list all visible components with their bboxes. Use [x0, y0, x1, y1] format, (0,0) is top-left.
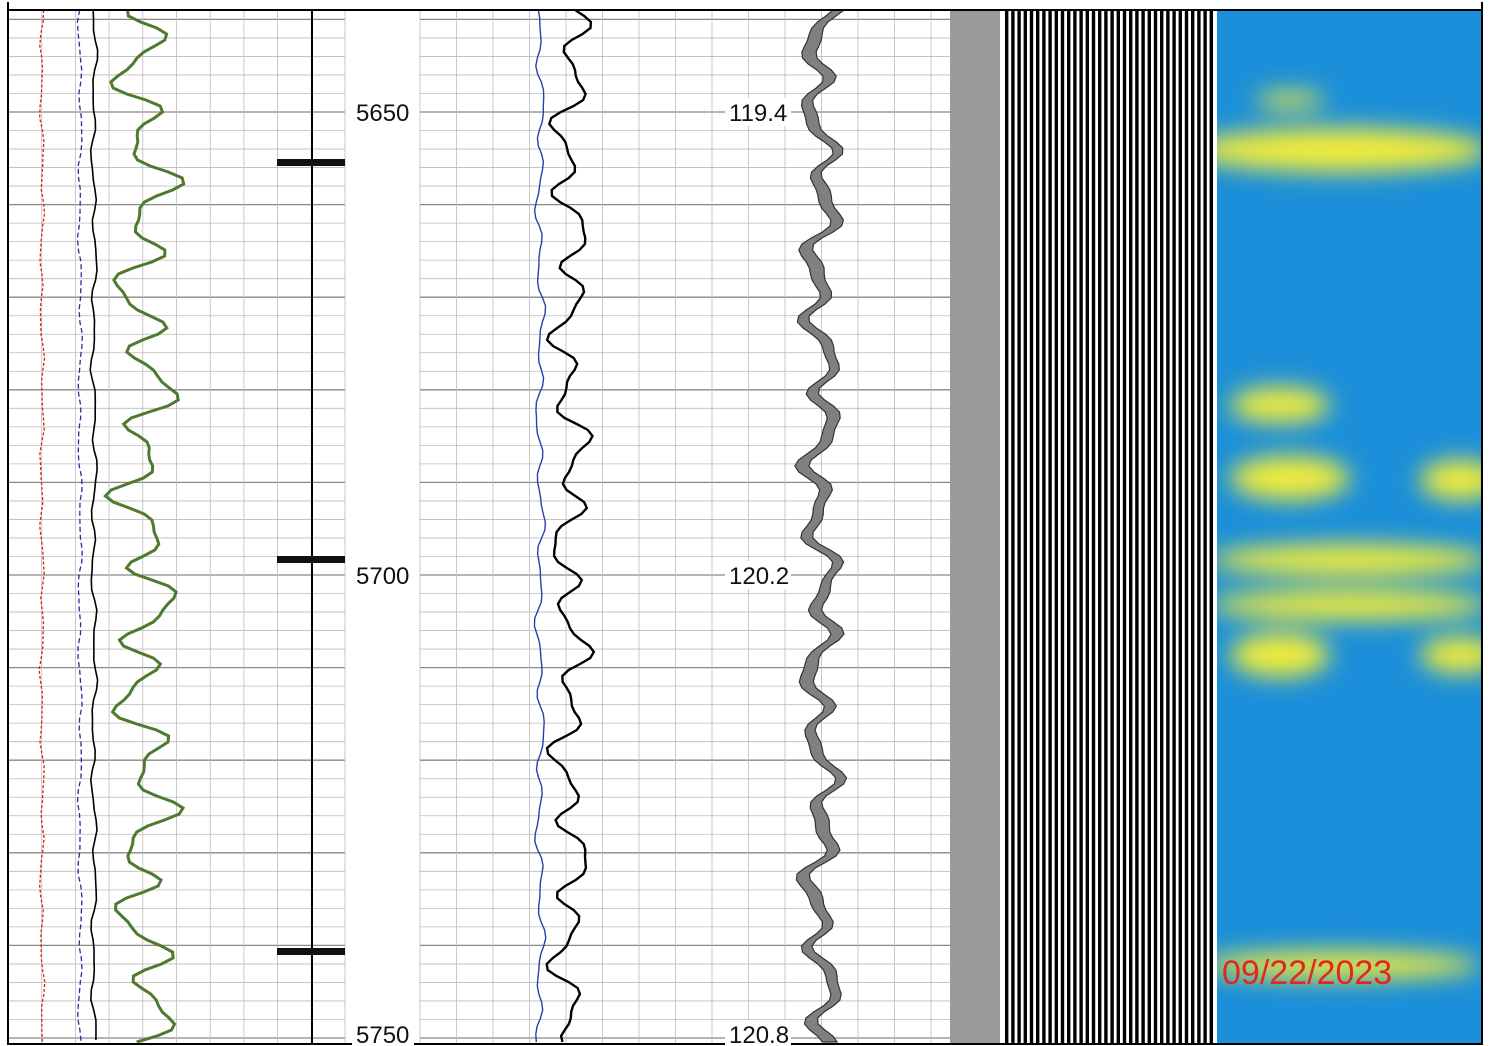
event-mark	[277, 159, 345, 166]
black-curve	[89, 9, 99, 1041]
stripe	[1197, 10, 1201, 1044]
stripe	[1135, 10, 1139, 1044]
value-label: 120.2	[729, 563, 789, 590]
labels: 5650 5700 5750 119.4 120.2 120.8	[352, 98, 791, 1046]
depth-label: 5650	[356, 100, 409, 127]
label-bg	[725, 98, 791, 126]
yellow-zone	[1255, 92, 1325, 108]
depth-label: 5700	[356, 563, 409, 590]
yellow-zone	[1420, 637, 1482, 673]
depth-label: 5750	[356, 1022, 409, 1046]
stripe	[1184, 10, 1189, 1044]
yellow-zone	[1217, 128, 1482, 172]
stripe	[1073, 10, 1077, 1044]
stripe	[1191, 10, 1195, 1044]
stripe	[1172, 10, 1176, 1044]
stripe	[1060, 10, 1065, 1044]
stripe	[1054, 10, 1058, 1044]
gray-track	[950, 10, 1000, 1044]
stripe	[1017, 10, 1021, 1044]
stripe	[1011, 10, 1015, 1044]
stripe	[1098, 10, 1102, 1044]
yellow-zone	[1230, 456, 1350, 500]
grid	[7, 10, 950, 1044]
green-curve	[103, 9, 186, 1044]
stripe	[1067, 10, 1071, 1044]
yellow-zone	[1217, 544, 1482, 576]
stripe	[1091, 10, 1096, 1044]
stripe	[1160, 10, 1164, 1044]
yellow-zone	[1217, 951, 1480, 979]
date-stamp: 09/22/2023	[1222, 954, 1392, 992]
stripe	[1029, 10, 1034, 1044]
stripe	[1153, 10, 1158, 1044]
stripe	[1079, 10, 1083, 1044]
stripe-track	[1005, 10, 1213, 1044]
stripe	[1042, 10, 1046, 1044]
value-label: 119.4	[729, 100, 787, 127]
yellow-zone	[1420, 460, 1482, 500]
black-curve-2	[545, 8, 596, 1043]
stripe	[1122, 10, 1127, 1044]
yellow-zone	[1217, 590, 1482, 620]
label-bg	[725, 1020, 791, 1046]
stripe	[1110, 10, 1114, 1044]
band-fill	[794, 9, 848, 1043]
stripe	[1129, 10, 1133, 1044]
stripe	[1036, 10, 1040, 1044]
blue-curve	[76, 9, 83, 1043]
red-curve	[38, 9, 46, 1043]
value-label: 120.8	[729, 1022, 789, 1046]
event-mark	[277, 556, 345, 563]
stripe	[1116, 10, 1120, 1044]
curves	[38, 8, 848, 1044]
image-track	[1217, 10, 1482, 1044]
yellow-zone	[1230, 387, 1330, 423]
stripe	[1166, 10, 1170, 1044]
stripe	[1005, 10, 1009, 1044]
stripe	[1104, 10, 1108, 1044]
label-bg	[352, 98, 414, 126]
stripe	[1178, 10, 1182, 1044]
label-bg	[725, 561, 791, 589]
image-background	[1217, 10, 1482, 1044]
label-bg	[352, 1020, 414, 1046]
stripe	[1141, 10, 1145, 1044]
image-blobs	[1217, 92, 1482, 979]
stripe	[1147, 10, 1151, 1044]
label-bg	[352, 561, 414, 589]
stripe	[1203, 10, 1207, 1044]
blue-curve-2	[533, 9, 547, 1043]
stripe	[1048, 10, 1052, 1044]
event-mark	[277, 948, 345, 955]
stripe	[1085, 10, 1089, 1044]
stripe	[1209, 10, 1213, 1044]
yellow-zone	[1230, 633, 1330, 677]
stripe	[1023, 10, 1027, 1044]
